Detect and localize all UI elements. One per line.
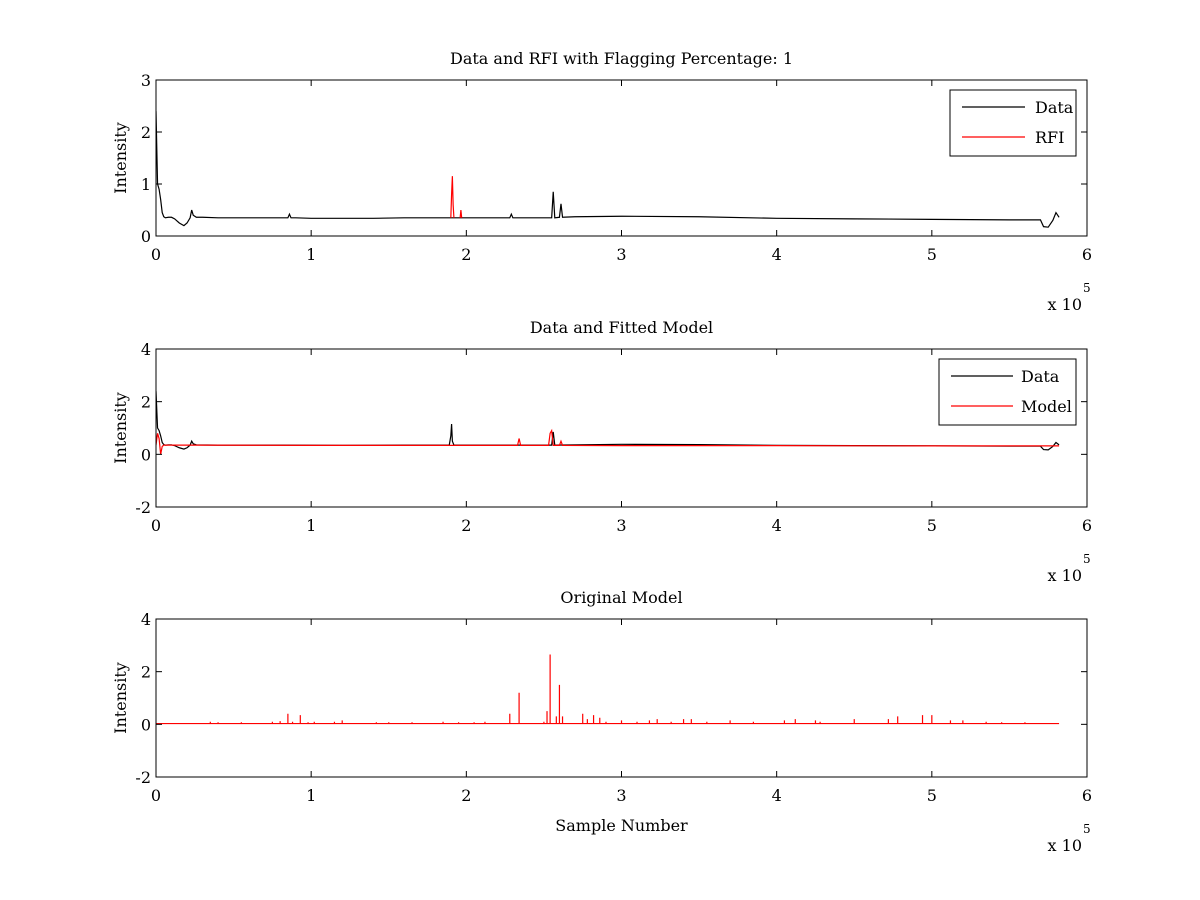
- x-tick-label: 6: [1082, 245, 1092, 264]
- x-tick-label: 6: [1082, 516, 1092, 535]
- y-tick-label: 0: [141, 227, 151, 246]
- y-tick-label: 1: [141, 175, 151, 194]
- data-series-line: [156, 111, 1060, 228]
- x-multiplier-exponent: 5: [1083, 281, 1091, 295]
- legend: Data Model: [938, 358, 1077, 426]
- x-tick-label: 0: [151, 516, 161, 535]
- y-tick-label: 2: [141, 123, 151, 142]
- legend: Data RFI: [949, 89, 1077, 157]
- plot-area: [156, 654, 1060, 725]
- y-tick-label: 0: [141, 715, 151, 734]
- x-axis-label: Sample Number: [555, 816, 688, 835]
- plot-area: [156, 111, 1060, 228]
- axes-box: [155, 618, 1088, 778]
- x-tick-label: 3: [616, 245, 626, 264]
- chart-title: Original Model: [560, 588, 682, 607]
- y-axis-label: Intensity: [111, 122, 130, 194]
- y-tick-label: 4: [141, 340, 151, 359]
- y-tick-label: 3: [141, 71, 151, 90]
- model-series-line: [156, 428, 1060, 455]
- x-tick-label: 5: [927, 786, 937, 805]
- legend-label-data: Data: [1021, 367, 1060, 386]
- x-multiplier-exponent: 5: [1083, 822, 1091, 836]
- x-tick-label: 4: [772, 786, 782, 805]
- y-tick-label: 0: [141, 445, 151, 464]
- y-tick-label: 4: [141, 610, 151, 629]
- legend-label-data: Data: [1035, 98, 1074, 117]
- legend-box: [949, 89, 1077, 157]
- y-tick-label: -2: [135, 498, 151, 517]
- plot-area: [156, 391, 1060, 455]
- series-series-line: [459, 209, 463, 218]
- legend-label-model: Model: [1021, 397, 1072, 416]
- y-tick-label: -2: [135, 768, 151, 787]
- y-tick-label: 2: [141, 663, 151, 682]
- y-tick-label: 2: [141, 393, 151, 412]
- chart-title: Data and Fitted Model: [530, 318, 713, 337]
- rfi-series-line: [450, 176, 455, 218]
- x-tick-label: 1: [306, 786, 316, 805]
- y-axis-label: Intensity: [111, 392, 130, 464]
- x-tick-label: 0: [151, 245, 161, 264]
- x-tick-label: 5: [927, 245, 937, 264]
- axes-box: [155, 79, 1088, 237]
- x-tick-label: 3: [616, 786, 626, 805]
- x-tick-label: 0: [151, 786, 161, 805]
- x-tick-label: 1: [306, 516, 316, 535]
- series-series-line: [156, 654, 1060, 725]
- x-tick-label: 2: [461, 516, 471, 535]
- x-tick-label: 5: [927, 516, 937, 535]
- x-multiplier-label: x 10: [1048, 566, 1082, 585]
- x-multiplier-exponent: 5: [1083, 552, 1091, 566]
- legend-label-rfi: RFI: [1035, 128, 1064, 147]
- x-tick-label: 2: [461, 786, 471, 805]
- x-tick-label: 3: [616, 516, 626, 535]
- x-tick-label: 4: [772, 245, 782, 264]
- x-multiplier-label: x 10: [1048, 836, 1082, 855]
- data-series-line: [156, 391, 1060, 451]
- x-tick-label: 1: [306, 245, 316, 264]
- chart-title: Data and RFI with Flagging Percentage: 1: [450, 49, 793, 68]
- y-axis-label: Intensity: [111, 662, 130, 734]
- x-tick-label: 4: [772, 516, 782, 535]
- x-tick-label: 6: [1082, 786, 1092, 805]
- x-multiplier-label: x 10: [1048, 295, 1082, 314]
- legend-box: [938, 358, 1077, 426]
- x-tick-label: 2: [461, 245, 471, 264]
